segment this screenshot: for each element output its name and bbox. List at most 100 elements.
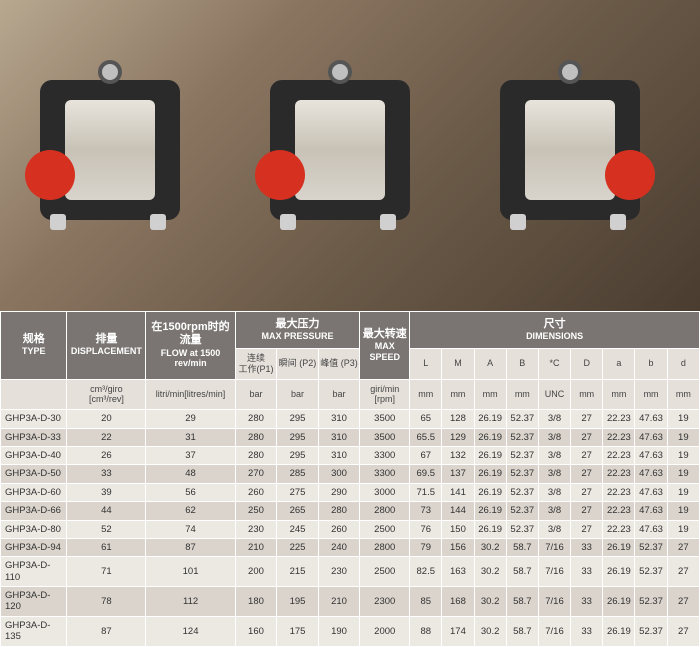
cell-spd: 2500 bbox=[360, 557, 410, 587]
unit-speed: giri/min[rpm] bbox=[360, 379, 410, 410]
cell-D: 27 bbox=[571, 410, 603, 428]
cell-C: 7/16 bbox=[538, 587, 570, 617]
cell-L: 82.5 bbox=[410, 557, 442, 587]
cell-L: 65 bbox=[410, 410, 442, 428]
cell-B: 52.37 bbox=[506, 446, 538, 464]
cell-B: 58.7 bbox=[506, 587, 538, 617]
cell-d: 19 bbox=[667, 502, 699, 520]
cell-b: 47.63 bbox=[635, 520, 667, 538]
unit-dim-C: UNC bbox=[538, 379, 570, 410]
cell-b: 52.37 bbox=[635, 587, 667, 617]
cell-D: 33 bbox=[571, 587, 603, 617]
cell-p2: 295 bbox=[277, 428, 319, 446]
cell-C: 3/8 bbox=[538, 520, 570, 538]
cell-M: 132 bbox=[442, 446, 474, 464]
cell-type: GHP3A-D-33 bbox=[1, 428, 67, 446]
col-disp: 排量DISPLACEMENT bbox=[67, 312, 146, 380]
cell-disp: 44 bbox=[67, 502, 146, 520]
sub-dim-a: a bbox=[603, 348, 635, 379]
unit-dim-b: mm bbox=[635, 379, 667, 410]
cell-p1: 230 bbox=[235, 520, 277, 538]
cell-p1: 160 bbox=[235, 616, 277, 646]
cell-p2: 265 bbox=[277, 502, 319, 520]
cell-p3: 230 bbox=[318, 557, 360, 587]
product-photo bbox=[0, 0, 700, 311]
cell-D: 33 bbox=[571, 538, 603, 556]
cell-type: GHP3A-D-50 bbox=[1, 465, 67, 483]
cell-b: 47.63 bbox=[635, 483, 667, 501]
cell-D: 27 bbox=[571, 483, 603, 501]
table-row: GHP3A-D-503348270285300330069.513726.195… bbox=[1, 465, 700, 483]
cell-d: 19 bbox=[667, 483, 699, 501]
cell-spd: 3500 bbox=[360, 428, 410, 446]
cell-L: 71.5 bbox=[410, 483, 442, 501]
cell-a: 26.19 bbox=[603, 587, 635, 617]
cell-L: 69.5 bbox=[410, 465, 442, 483]
table-row: GHP3A-D-11071101200215230250082.516330.2… bbox=[1, 557, 700, 587]
pump-1 bbox=[30, 60, 190, 240]
cell-B: 52.37 bbox=[506, 410, 538, 428]
cell-p2: 285 bbox=[277, 465, 319, 483]
col-dims: 尺寸DIMENSIONS bbox=[410, 312, 700, 349]
cell-C: 3/8 bbox=[538, 483, 570, 501]
table-head: 规格TYPE 排量DISPLACEMENT 在1500rpm时的流量FLOW a… bbox=[1, 312, 700, 410]
cell-D: 33 bbox=[571, 616, 603, 646]
cell-C: 3/8 bbox=[538, 465, 570, 483]
col-flow: 在1500rpm时的流量FLOW at 1500 rev/min bbox=[146, 312, 235, 380]
cell-disp: 71 bbox=[67, 557, 146, 587]
cell-L: 76 bbox=[410, 520, 442, 538]
cell-C: 7/16 bbox=[538, 538, 570, 556]
table-row: GHP3A-D-40263728029531033006713226.1952.… bbox=[1, 446, 700, 464]
unit-dim-A: mm bbox=[474, 379, 506, 410]
cell-type: GHP3A-D-80 bbox=[1, 520, 67, 538]
cell-p1: 270 bbox=[235, 465, 277, 483]
cell-flow: 29 bbox=[146, 410, 235, 428]
sub-dim-A: A bbox=[474, 348, 506, 379]
cell-d: 27 bbox=[667, 616, 699, 646]
sub-dim-D: D bbox=[571, 348, 603, 379]
cell-p3: 310 bbox=[318, 446, 360, 464]
cell-d: 19 bbox=[667, 520, 699, 538]
cell-C: 3/8 bbox=[538, 410, 570, 428]
cell-disp: 26 bbox=[67, 446, 146, 464]
cell-spd: 2800 bbox=[360, 502, 410, 520]
cell-d: 27 bbox=[667, 587, 699, 617]
cell-flow: 87 bbox=[146, 538, 235, 556]
cell-p3: 280 bbox=[318, 502, 360, 520]
cell-d: 27 bbox=[667, 538, 699, 556]
unit-flow: litri/min[litres/min] bbox=[146, 379, 235, 410]
cell-spd: 3500 bbox=[360, 410, 410, 428]
cell-A: 26.19 bbox=[474, 502, 506, 520]
cell-flow: 101 bbox=[146, 557, 235, 587]
cell-type: GHP3A-D-60 bbox=[1, 483, 67, 501]
cell-disp: 20 bbox=[67, 410, 146, 428]
cell-L: 65.5 bbox=[410, 428, 442, 446]
cell-p1: 250 bbox=[235, 502, 277, 520]
cell-disp: 33 bbox=[67, 465, 146, 483]
cell-B: 52.37 bbox=[506, 483, 538, 501]
sub-dim-d: d bbox=[667, 348, 699, 379]
cell-spd: 3000 bbox=[360, 483, 410, 501]
unit-type bbox=[1, 379, 67, 410]
cell-p3: 260 bbox=[318, 520, 360, 538]
table-row: GHP3A-D-80527423024526025007615026.1952.… bbox=[1, 520, 700, 538]
sub-dim-B: B bbox=[506, 348, 538, 379]
sub-p1: 连续工作(P1) bbox=[235, 348, 277, 379]
cell-A: 26.19 bbox=[474, 410, 506, 428]
cell-B: 52.37 bbox=[506, 520, 538, 538]
cell-p3: 210 bbox=[318, 587, 360, 617]
cell-disp: 61 bbox=[67, 538, 146, 556]
cell-disp: 78 bbox=[67, 587, 146, 617]
cell-type: GHP3A-D-94 bbox=[1, 538, 67, 556]
cell-b: 52.37 bbox=[635, 616, 667, 646]
cell-p2: 245 bbox=[277, 520, 319, 538]
col-type: 规格TYPE bbox=[1, 312, 67, 380]
unit-disp: cm³/giro[cm³/rev] bbox=[67, 379, 146, 410]
cell-p1: 210 bbox=[235, 538, 277, 556]
cell-b: 47.63 bbox=[635, 465, 667, 483]
cell-disp: 87 bbox=[67, 616, 146, 646]
cell-a: 22.23 bbox=[603, 483, 635, 501]
cell-p2: 215 bbox=[277, 557, 319, 587]
cell-C: 3/8 bbox=[538, 428, 570, 446]
sub-dim-L: L bbox=[410, 348, 442, 379]
